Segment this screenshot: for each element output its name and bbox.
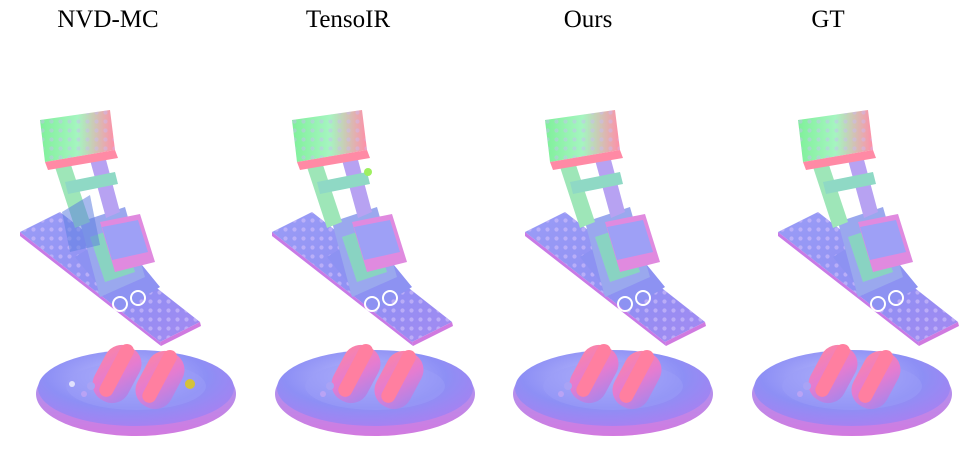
render-nvd-mc-lego <box>19 109 202 347</box>
render-gt-lego <box>777 109 960 347</box>
column-title-tensoir: TensoIR <box>305 6 391 33</box>
column-title-nvd-mc: NVD-MC <box>57 6 159 33</box>
render-ours-lego <box>524 109 707 347</box>
column-title-gt: GT <box>811 6 845 33</box>
render-tensoir-hotdog <box>275 338 475 436</box>
render-ours-hotdog <box>513 338 713 436</box>
render-gt-hotdog <box>752 338 952 436</box>
render-tensoir-lego <box>271 109 454 347</box>
column-title-ours: Ours <box>563 6 613 33</box>
render-nvd-mc-hotdog <box>36 338 236 436</box>
